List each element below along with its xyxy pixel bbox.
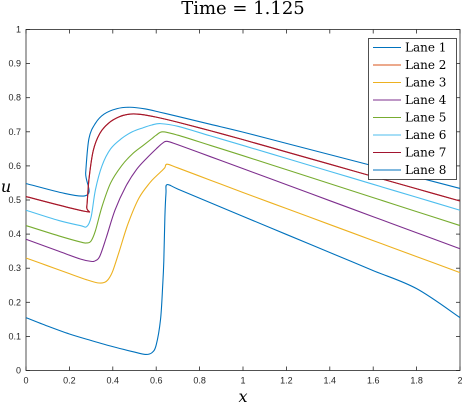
y-tick-label: 0.9 xyxy=(8,59,21,69)
series-line-lane-8 xyxy=(25,183,461,356)
y-axis-ticks: 0 0.1 0.2 0.3 0.4 0.5 0.6 0.7 0.8 0.9 1 xyxy=(8,25,460,376)
legend-label-lane-5: Lane 5 xyxy=(405,111,446,125)
x-tick-label: 1.2 xyxy=(280,376,293,386)
legend-label-lane-4: Lane 4 xyxy=(405,93,447,107)
series-line-lane-1 xyxy=(25,106,461,197)
legend-label-lane-7: Lane 7 xyxy=(405,146,446,160)
series-line-lane-5 xyxy=(25,131,461,244)
legend-label-lane-3: Lane 3 xyxy=(405,76,446,90)
legend: Lane 1 Lane 2 Lane 3 Lane 4 Lane 5 Lane 6 Lane… xyxy=(368,38,457,180)
y-tick-label: 0.6 xyxy=(8,161,21,171)
x-tick-label: 0 xyxy=(23,376,28,386)
x-tick-label: 2 xyxy=(457,376,462,386)
legend-label-lane-2: Lane 2 xyxy=(405,58,446,72)
series-line-lane-6 xyxy=(25,123,461,228)
x-axis-label: x xyxy=(238,387,247,405)
chart-title: Time = 1.125 xyxy=(181,0,305,19)
x-tick-label: 1.8 xyxy=(410,376,423,386)
y-tick-label: 0.3 xyxy=(8,263,21,273)
y-tick-label: 0.1 xyxy=(8,331,21,341)
series-line-lane-3 xyxy=(25,163,461,284)
y-tick-label: 0.2 xyxy=(8,297,21,307)
x-tick-label: 0.2 xyxy=(63,376,76,386)
legend-label-lane-1: Lane 1 xyxy=(405,41,446,55)
legend-label-lane-8: Lane 8 xyxy=(405,163,446,177)
y-tick-label: 0.4 xyxy=(8,229,21,239)
x-axis-ticks: 0 0.2 0.4 0.6 0.8 1 1.2 1.4 1.6 1.8 2 xyxy=(23,29,462,386)
x-tick-label: 0.8 xyxy=(193,376,206,386)
y-tick-label: 1 xyxy=(16,25,21,35)
y-tick-label: 0.7 xyxy=(8,127,21,137)
x-tick-label: 0.6 xyxy=(150,376,163,386)
x-tick-label: 0.4 xyxy=(107,376,120,386)
x-tick-label: 1.6 xyxy=(367,376,380,386)
series-layer xyxy=(25,106,461,356)
y-tick-label: 0.5 xyxy=(8,195,21,205)
x-tick-label: 1.4 xyxy=(324,376,337,386)
y-tick-label: 0.8 xyxy=(8,93,21,103)
y-axis-label: u xyxy=(1,177,11,196)
legend-box xyxy=(368,38,457,180)
legend-label-lane-6: Lane 6 xyxy=(405,128,446,142)
x-tick-label: 1 xyxy=(240,376,245,386)
series-line-lane-4 xyxy=(25,140,461,263)
series-line-lane-7 xyxy=(25,113,461,213)
y-tick-label: 0 xyxy=(16,366,21,376)
